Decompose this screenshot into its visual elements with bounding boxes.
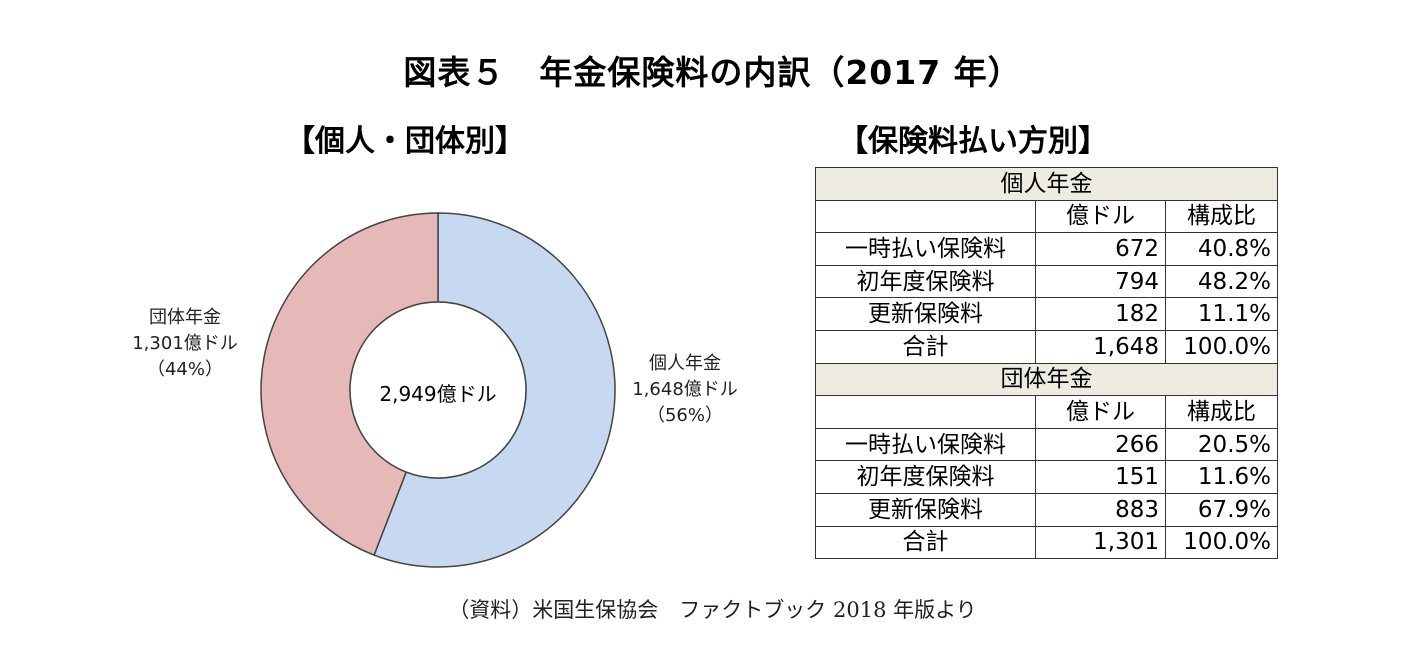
- row-share: 48.2%: [1165, 264, 1278, 299]
- slice-label-percent: （56%）: [646, 405, 723, 426]
- row-share: 40.8%: [1165, 232, 1278, 266]
- donut-center-total: 2,949億ドル: [379, 382, 497, 406]
- column-header-amount: 億ドル: [1035, 199, 1166, 234]
- slice-label-individual: 個人年金 1,648億ドル （56%）: [615, 351, 755, 429]
- column-header-row: 億ドル 構成比: [815, 199, 1278, 234]
- donut-chart: [260, 212, 616, 568]
- column-header-row: 億ドル 構成比: [815, 395, 1278, 429]
- figure-title: 図表５ 年金保険料の内訳（2017 年）: [403, 53, 1022, 92]
- table-row: 初年度保険料 151 11.6%: [815, 460, 1278, 494]
- row-label: 一時払い保険料: [815, 232, 1036, 266]
- column-header-share: 構成比: [1165, 199, 1278, 234]
- table-subtitle: 【保険料払い方別】: [838, 124, 1108, 159]
- section-header-row: 団体年金: [815, 362, 1278, 397]
- slice-label-name: 団体年金: [149, 307, 221, 328]
- table-row: 一時払い保険料 672 40.8%: [815, 232, 1278, 266]
- slice-label-name: 個人年金: [649, 353, 721, 374]
- source-note: （資料）米国生保協会 ファクトブック 2018 年版より: [448, 598, 977, 622]
- row-amount: 182: [1035, 297, 1166, 331]
- row-amount: 266: [1035, 427, 1166, 462]
- header-blank-cell: [815, 199, 1036, 234]
- column-header-share: 構成比: [1165, 395, 1278, 429]
- row-share: 11.1%: [1165, 297, 1278, 331]
- column-header-amount: 億ドル: [1035, 395, 1166, 429]
- row-amount: 794: [1035, 264, 1166, 299]
- row-amount: 1,301: [1035, 525, 1166, 560]
- table-row: 一時払い保険料 266 20.5%: [815, 427, 1278, 462]
- section-title: 団体年金: [815, 362, 1278, 397]
- slice-label-value: 1,301億ドル: [132, 333, 238, 354]
- row-share: 100.0%: [1165, 329, 1278, 364]
- slice-label-group: 団体年金 1,301億ドル （44%）: [115, 305, 255, 383]
- slice-label-value: 1,648億ドル: [632, 379, 738, 400]
- slice-label-percent: （44%）: [146, 359, 223, 380]
- table-row-total: 合計 1,648 100.0%: [815, 329, 1278, 364]
- row-label: 更新保険料: [815, 492, 1036, 527]
- header-blank-cell: [815, 395, 1036, 429]
- row-share: 67.9%: [1165, 492, 1278, 527]
- row-share: 11.6%: [1165, 460, 1278, 494]
- donut-chart-subtitle: 【個人・団体別】: [285, 124, 525, 159]
- row-amount: 1,648: [1035, 329, 1166, 364]
- row-amount: 672: [1035, 232, 1166, 266]
- row-label: 一時払い保険料: [815, 427, 1036, 462]
- row-label: 合計: [815, 525, 1036, 560]
- row-label: 初年度保険料: [815, 264, 1036, 299]
- donut-hole: [349, 301, 527, 479]
- table-row: 更新保険料 883 67.9%: [815, 492, 1278, 527]
- row-label: 初年度保険料: [815, 460, 1036, 494]
- row-label: 更新保険料: [815, 297, 1036, 331]
- row-amount: 151: [1035, 460, 1166, 494]
- table-row: 初年度保険料 794 48.2%: [815, 264, 1278, 299]
- section-header-row: 個人年金: [815, 167, 1278, 201]
- section-title: 個人年金: [815, 167, 1278, 201]
- table-row-total: 合計 1,301 100.0%: [815, 525, 1278, 560]
- row-share: 20.5%: [1165, 427, 1278, 462]
- row-label: 合計: [815, 329, 1036, 364]
- premium-breakdown-table: 個人年金 億ドル 構成比 一時払い保険料 672 40.8% 初年度保険料 79…: [815, 167, 1278, 560]
- table-row: 更新保険料 182 11.1%: [815, 297, 1278, 331]
- row-share: 100.0%: [1165, 525, 1278, 560]
- row-amount: 883: [1035, 492, 1166, 527]
